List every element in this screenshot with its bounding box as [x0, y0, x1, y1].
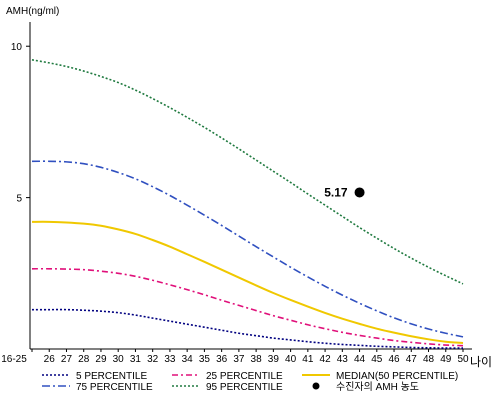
x-tick-label: 29 — [95, 354, 107, 365]
series-line-5-percentile — [32, 308, 464, 349]
legend-marker — [312, 382, 320, 390]
highlight-points: 5.17 — [324, 185, 365, 199]
x-tick-label: 46 — [388, 354, 400, 365]
y-ticks: 5 10 — [11, 42, 30, 205]
x-tick-label: 34 — [182, 354, 194, 365]
x-tick-label: 41 — [302, 354, 314, 365]
x-tick-label: 26 — [44, 354, 56, 365]
patient-amh-point — [354, 187, 365, 198]
x-tick-label: 49 — [440, 354, 452, 365]
legend-label: 75 PERCENTILE — [76, 382, 153, 393]
y-axis-label: AMH(ng/ml) — [6, 6, 59, 17]
x-tick-label: 48 — [423, 354, 435, 365]
series-line-95-percentile — [31, 59, 464, 285]
x-tick-label: 44 — [354, 354, 366, 365]
x-tick-label: 43 — [337, 354, 349, 365]
x-tick-label: 33 — [164, 354, 176, 365]
legend: 5 PERCENTILE 25 PERCENTILE MEDIAN(50 PERCE… — [42, 371, 458, 393]
x-tick-label: 42 — [320, 354, 332, 365]
x-tick-label: 32 — [147, 354, 159, 365]
x-tick-label: 16-25 — [1, 354, 27, 365]
x-tick-label: 37 — [233, 354, 245, 365]
y-tick-label: 10 — [11, 42, 23, 53]
legend-label: MEDIAN(50 PERCENTILE) — [336, 371, 458, 382]
legend-label: 수진자의 AMH 농도 — [336, 381, 419, 393]
x-tick-label: 45 — [371, 354, 383, 365]
x-ticks: 16-25 26 27 28 29 30 31 32 33 34 35 36 37 38 39 40 41 42 4… — [1, 349, 469, 365]
x-tick-label: 36 — [216, 354, 228, 365]
x-tick-label: 27 — [61, 354, 73, 365]
x-tick-label: 40 — [285, 354, 297, 365]
legend-label: 25 PERCENTILE — [206, 371, 283, 382]
series-line-25-percentile — [31, 267, 464, 347]
x-tick-label: 47 — [406, 354, 418, 365]
x-tick-label: 31 — [130, 354, 142, 365]
patient-amh-value-label: 5.17 — [324, 185, 348, 199]
x-tick-label: 38 — [251, 354, 263, 365]
legend-label: 5 PERCENTILE — [76, 371, 147, 382]
series-lines — [31, 59, 464, 349]
x-tick-label: 30 — [113, 354, 125, 365]
x-tick-label: 39 — [268, 354, 280, 365]
y-tick-label: 5 — [16, 194, 22, 205]
x-tick-label: 50 — [457, 354, 469, 365]
series-line-median-50-percentile — [31, 220, 464, 344]
x-tick-label: 28 — [78, 354, 90, 365]
x-tick-label: 35 — [199, 354, 211, 365]
legend-label: 95 PERCENTILE — [206, 382, 283, 393]
x-axis-label: 나이 — [470, 355, 492, 369]
series-line-75-percentile — [31, 160, 464, 338]
